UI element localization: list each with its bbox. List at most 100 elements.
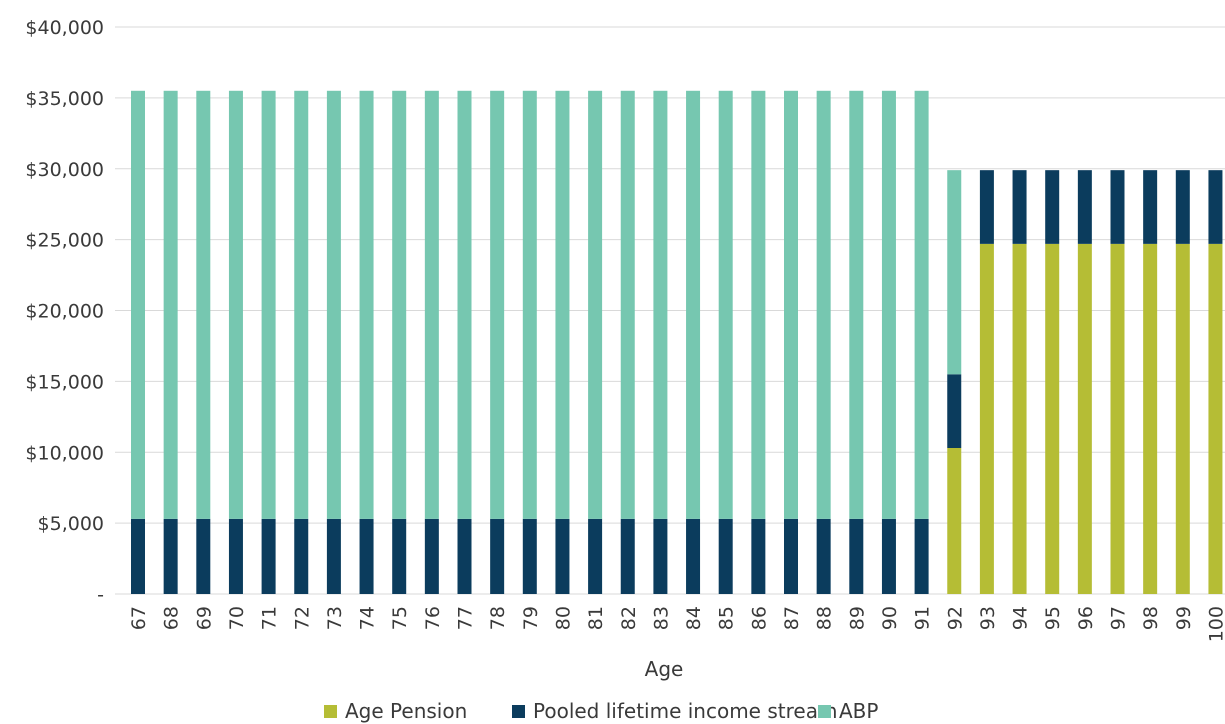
x-tick-label: 77	[455, 606, 477, 630]
x-tick-label: 72	[291, 606, 313, 630]
bar-abp	[751, 90, 766, 519]
bar-pooled-lifetime-income-stream	[881, 518, 896, 594]
bar-pooled-lifetime-income-stream	[1012, 170, 1027, 244]
bar-abp	[686, 90, 701, 519]
bar-age-pension	[1012, 243, 1027, 594]
bar-pooled-lifetime-income-stream	[653, 518, 668, 594]
x-tick-label: 69	[193, 606, 215, 630]
x-tick-label: 79	[520, 606, 542, 630]
bar-pooled-lifetime-income-stream	[914, 518, 929, 594]
bar-age-pension	[1110, 243, 1125, 594]
bar-abp	[914, 90, 929, 519]
x-tick-label: 78	[487, 606, 509, 630]
x-tick-label: 87	[781, 606, 803, 630]
bar-abp	[228, 90, 243, 519]
legend-swatch	[324, 705, 337, 718]
x-tick-label: 80	[552, 606, 574, 630]
x-tick-label: 100	[1205, 606, 1225, 642]
bar-abp	[881, 90, 896, 519]
x-tick-label: 90	[879, 606, 901, 630]
x-tick-label: 73	[324, 606, 346, 630]
y-tick-label: $20,000	[25, 301, 104, 323]
x-tick-label: 89	[846, 606, 868, 630]
bar-abp	[392, 90, 407, 519]
bar-age-pension	[1143, 243, 1158, 594]
bar-pooled-lifetime-income-stream	[1208, 170, 1223, 244]
x-tick-label: 95	[1042, 606, 1064, 630]
bar-pooled-lifetime-income-stream	[326, 518, 341, 594]
x-axis-tick-labels: 67 68 69 70 71 72 73 74 75 76 77 78 79 80 81 82 83 84 85 86…	[128, 606, 1225, 642]
bar-pooled-lifetime-income-stream	[261, 518, 276, 594]
bar-abp	[555, 90, 570, 519]
y-tick-label: $25,000	[25, 230, 104, 252]
bar-abp	[131, 90, 145, 519]
bar-abp	[947, 170, 962, 375]
legend-swatch	[512, 705, 525, 718]
bar-pooled-lifetime-income-stream	[620, 518, 635, 594]
x-tick-label: 99	[1173, 606, 1195, 630]
bar-pooled-lifetime-income-stream	[979, 170, 994, 244]
bar-pooled-lifetime-income-stream	[392, 518, 407, 594]
bar-abp	[359, 90, 374, 519]
x-tick-label: 85	[716, 606, 738, 630]
y-tick-label: $35,000	[25, 88, 104, 110]
bar-abp	[816, 90, 831, 519]
y-axis-tick-labels: - $5,000 $10,000 $15,000 $20,000 $25,000 $30,0…	[25, 17, 104, 606]
bar-abp	[490, 90, 505, 519]
x-tick-label: 98	[1140, 606, 1162, 630]
x-tick-label: 97	[1108, 606, 1130, 630]
bar-pooled-lifetime-income-stream	[490, 518, 505, 594]
bar-pooled-lifetime-income-stream	[131, 518, 145, 594]
legend-swatch	[818, 705, 831, 718]
bar-pooled-lifetime-income-stream	[196, 518, 211, 594]
bar-pooled-lifetime-income-stream	[1110, 170, 1125, 244]
x-tick-label: 81	[585, 606, 607, 630]
y-tick-label: $15,000	[25, 371, 104, 393]
bar-pooled-lifetime-income-stream	[751, 518, 766, 594]
y-tick-label: -	[97, 584, 104, 606]
bar-pooled-lifetime-income-stream	[718, 518, 733, 594]
bars	[131, 90, 1223, 594]
y-tick-label: $40,000	[25, 17, 104, 39]
bar-pooled-lifetime-income-stream	[163, 518, 178, 594]
bar-pooled-lifetime-income-stream	[555, 518, 570, 594]
bar-abp	[588, 90, 603, 519]
bar-abp	[718, 90, 733, 519]
x-tick-label: 93	[977, 606, 999, 630]
bar-pooled-lifetime-income-stream	[816, 518, 831, 594]
x-tick-label: 75	[389, 606, 411, 630]
bar-pooled-lifetime-income-stream	[849, 518, 864, 594]
legend-label: ABP	[839, 699, 878, 723]
x-tick-label: 91	[912, 606, 934, 630]
bar-pooled-lifetime-income-stream	[424, 518, 439, 594]
x-tick-label: 86	[748, 606, 770, 630]
bar-abp	[326, 90, 341, 519]
bar-age-pension	[979, 243, 994, 594]
bar-pooled-lifetime-income-stream	[588, 518, 603, 594]
bar-pooled-lifetime-income-stream	[457, 518, 472, 594]
bar-abp	[784, 90, 798, 519]
x-tick-label: 68	[161, 606, 183, 630]
legend-label: Age Pension	[345, 699, 467, 723]
bar-abp	[261, 90, 276, 519]
x-tick-label: 83	[650, 606, 672, 630]
x-tick-label: 71	[259, 606, 281, 630]
bar-pooled-lifetime-income-stream	[359, 518, 374, 594]
bar-age-pension	[1045, 243, 1060, 594]
legend-label: Pooled lifetime income stream	[533, 699, 837, 723]
y-tick-label: $5,000	[38, 513, 104, 535]
y-tick-label: $10,000	[25, 442, 104, 464]
x-tick-label: 92	[944, 606, 966, 630]
bar-pooled-lifetime-income-stream	[784, 518, 798, 594]
bar-pooled-lifetime-income-stream	[228, 518, 243, 594]
bar-age-pension	[1077, 243, 1092, 594]
x-tick-label: 76	[422, 606, 444, 630]
legend: Age Pension Pooled lifetime income stream…	[324, 699, 878, 723]
x-tick-label: 70	[226, 606, 248, 630]
bar-pooled-lifetime-income-stream	[686, 518, 701, 594]
x-tick-label: 74	[357, 606, 379, 630]
bar-pooled-lifetime-income-stream	[1143, 170, 1158, 244]
bar-abp	[653, 90, 668, 519]
